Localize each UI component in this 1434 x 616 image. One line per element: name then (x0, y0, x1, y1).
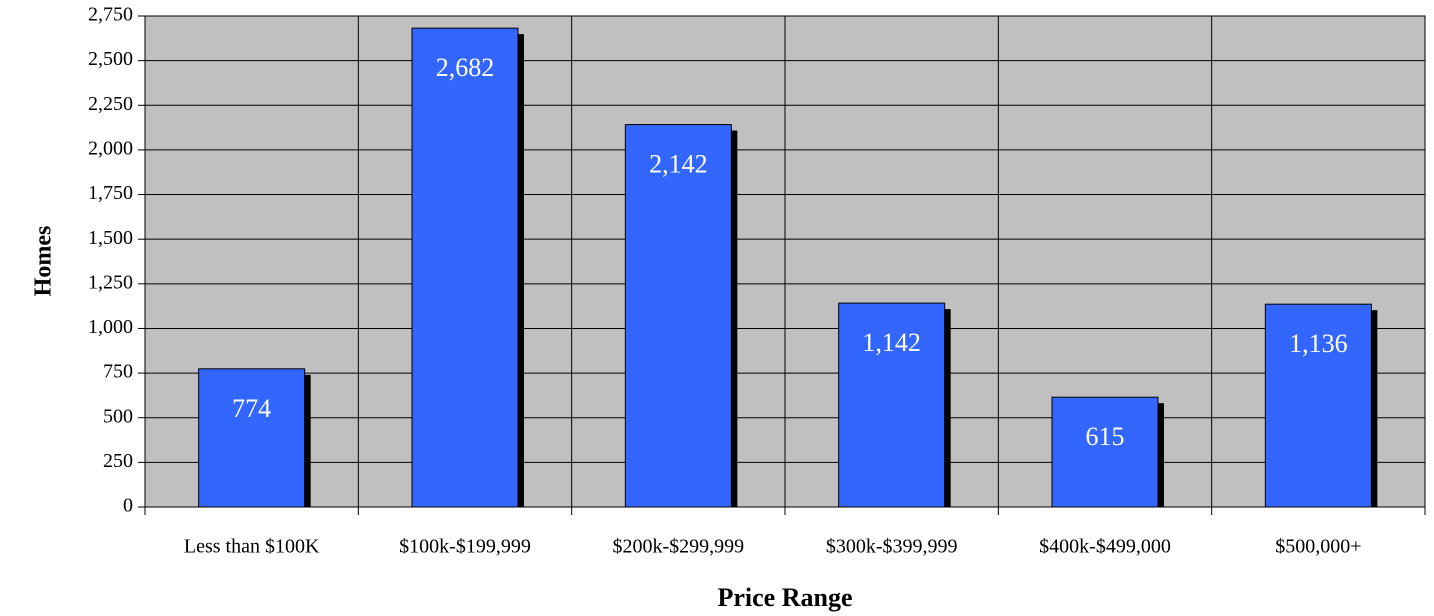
value-label: 1,136 (1289, 329, 1348, 358)
y-tick-label: 250 (103, 450, 133, 472)
y-tick-label: 1,250 (88, 271, 133, 293)
y-tick-label: 1,750 (88, 182, 133, 204)
bar (1264, 303, 1372, 508)
value-label: 774 (232, 394, 271, 423)
value-label: 615 (1086, 422, 1125, 451)
y-tick-label: 2,500 (88, 48, 133, 70)
y-axis-title: Homes (31, 226, 57, 297)
y-tick-label: 1,000 (88, 316, 133, 338)
x-tick-label: Less than $100K (184, 536, 320, 558)
bar (198, 368, 306, 508)
x-tick-label: $400k-$499,000 (1039, 536, 1171, 558)
bar (1051, 396, 1159, 508)
x-tick-label: $200k-$299,999 (612, 536, 744, 558)
x-tick-label: $300k-$399,999 (826, 536, 958, 558)
y-tick-label: 1,500 (88, 227, 133, 249)
x-axis-title: Price Range (717, 583, 852, 612)
x-tick-label: $100k-$199,999 (399, 536, 531, 558)
y-tick-label: 2,250 (88, 93, 133, 115)
x-tick-label: $500,000+ (1275, 536, 1361, 558)
y-tick-label: 2,750 (88, 4, 133, 26)
bar (411, 27, 519, 508)
y-tick-label: 500 (103, 405, 133, 427)
y-tick-label: 750 (103, 361, 133, 383)
value-label: 2,142 (649, 150, 708, 179)
value-label: 2,682 (436, 53, 495, 82)
bar (838, 302, 946, 508)
y-tick-label: 2,000 (88, 138, 133, 160)
bar (624, 124, 732, 508)
y-tick-label: 0 (123, 495, 133, 517)
value-label: 1,142 (862, 328, 921, 357)
